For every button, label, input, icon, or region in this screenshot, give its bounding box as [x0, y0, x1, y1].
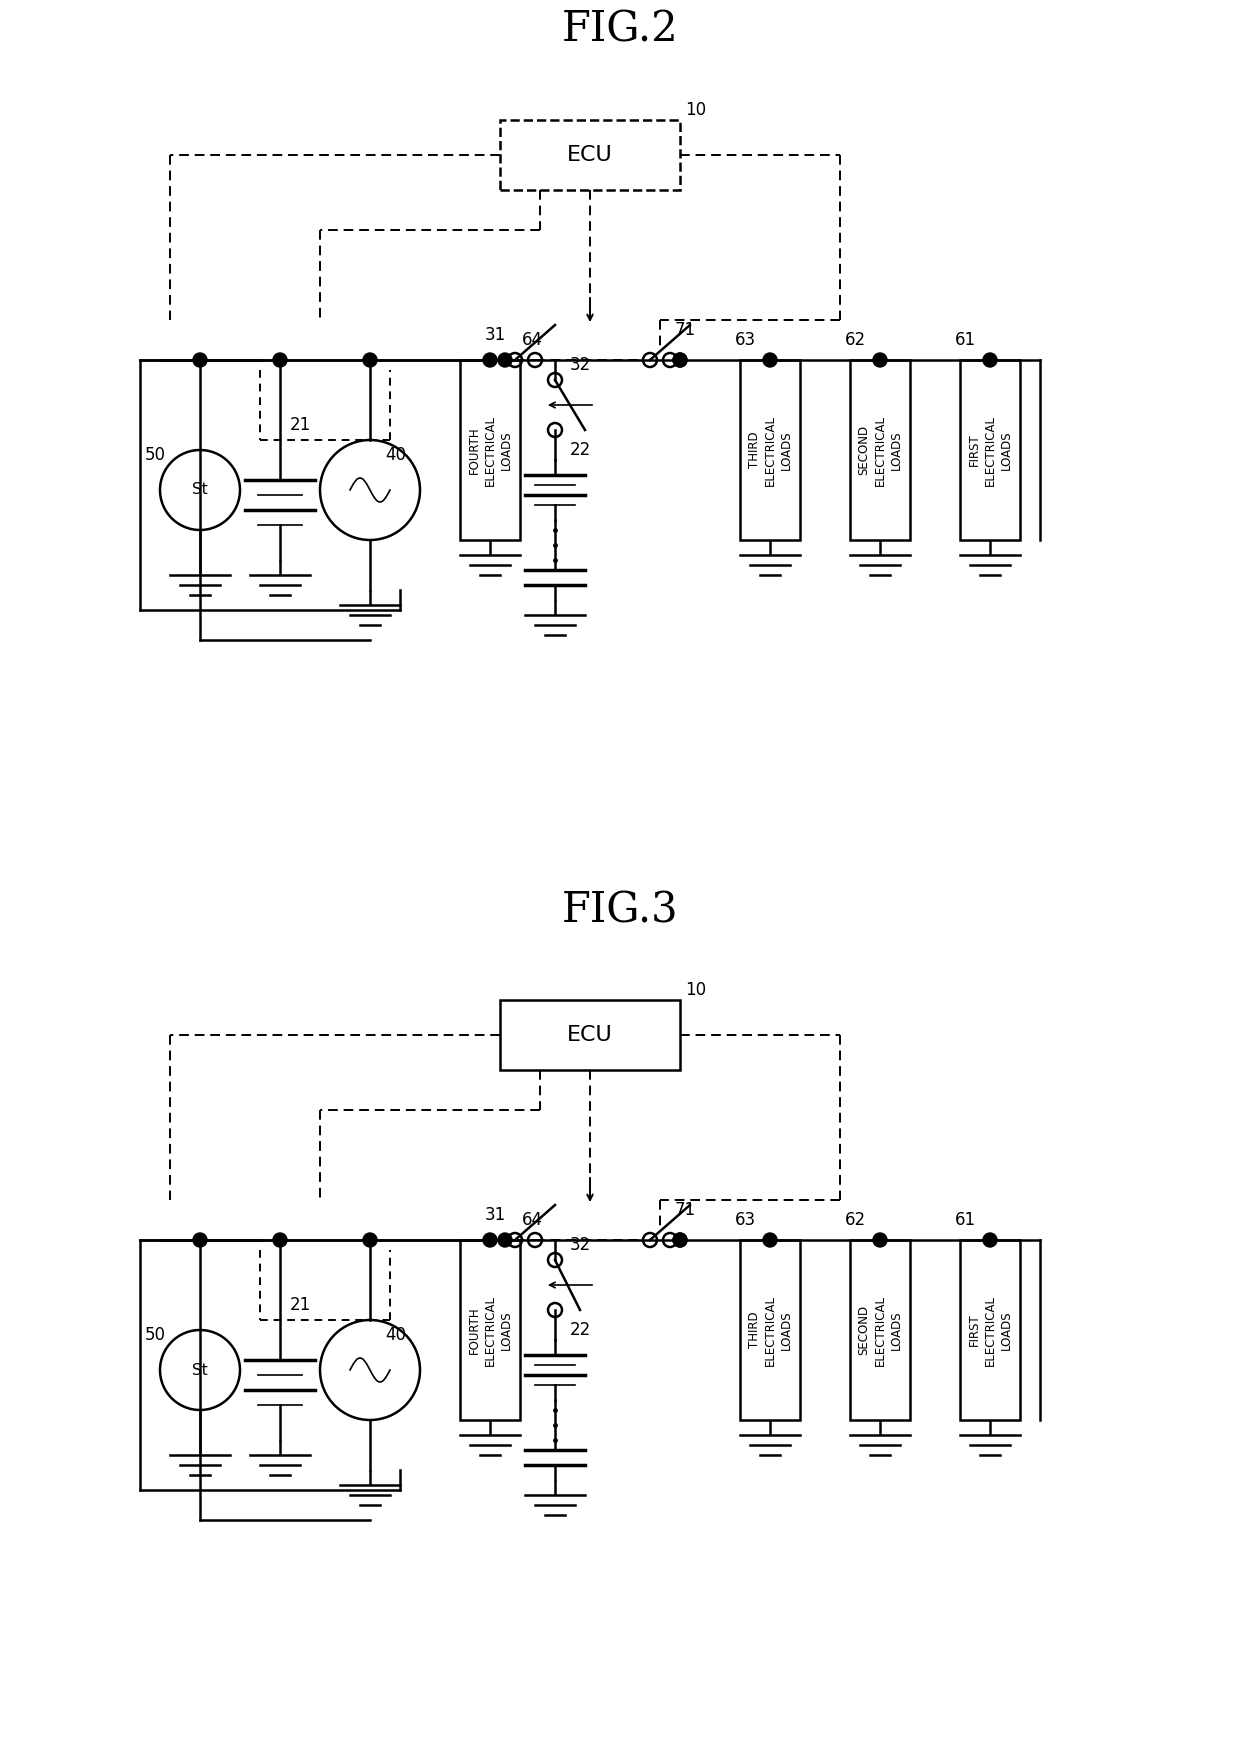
Text: 71: 71	[675, 1200, 696, 1220]
Text: 71: 71	[675, 320, 696, 340]
Bar	[849, 361, 910, 540]
Bar	[960, 1241, 1021, 1420]
Circle shape	[983, 354, 997, 368]
Text: ECU: ECU	[567, 144, 613, 165]
Text: 31: 31	[485, 326, 506, 343]
Bar	[500, 120, 680, 190]
Circle shape	[193, 354, 207, 368]
Circle shape	[983, 1234, 997, 1248]
Text: 64: 64	[522, 1211, 543, 1228]
Text: 63: 63	[735, 1211, 756, 1228]
Text: 62: 62	[844, 1211, 866, 1228]
Text: THIRD
ELECTRICAL
LOADS: THIRD ELECTRICAL LOADS	[748, 415, 792, 486]
Text: FOURTH
ELECTRICAL
LOADS: FOURTH ELECTRICAL LOADS	[467, 1295, 512, 1366]
Bar	[740, 361, 800, 540]
Circle shape	[273, 1234, 286, 1248]
Circle shape	[673, 1234, 687, 1248]
Bar	[500, 1000, 680, 1070]
Circle shape	[363, 1234, 377, 1248]
Bar	[740, 1241, 800, 1420]
Text: 50: 50	[145, 1325, 166, 1345]
Text: 21: 21	[290, 415, 311, 435]
Text: 61: 61	[955, 1211, 976, 1228]
Text: 10: 10	[684, 100, 706, 120]
Text: THIRD
ELECTRICAL
LOADS: THIRD ELECTRICAL LOADS	[748, 1295, 792, 1366]
Text: St: St	[192, 482, 208, 498]
Circle shape	[673, 354, 687, 368]
Text: FOURTH
ELECTRICAL
LOADS: FOURTH ELECTRICAL LOADS	[467, 415, 512, 486]
Text: 22: 22	[570, 442, 591, 459]
Circle shape	[673, 354, 687, 368]
Circle shape	[193, 1234, 207, 1248]
Circle shape	[498, 1234, 512, 1248]
Bar	[460, 1241, 520, 1420]
Text: 63: 63	[735, 331, 756, 348]
Bar	[960, 361, 1021, 540]
Text: SECOND
ELECTRICAL
LOADS: SECOND ELECTRICAL LOADS	[858, 1295, 903, 1366]
Text: 10: 10	[684, 980, 706, 1000]
Circle shape	[484, 354, 497, 368]
Text: 61: 61	[955, 331, 976, 348]
Circle shape	[363, 354, 377, 368]
Text: 31: 31	[485, 1206, 506, 1223]
Text: ECU: ECU	[567, 1024, 613, 1045]
Text: SECOND
ELECTRICAL
LOADS: SECOND ELECTRICAL LOADS	[858, 415, 903, 486]
Text: 32: 32	[570, 1236, 591, 1253]
Text: FIRST
ELECTRICAL
LOADS: FIRST ELECTRICAL LOADS	[967, 1295, 1013, 1366]
Text: FIRST
ELECTRICAL
LOADS: FIRST ELECTRICAL LOADS	[967, 415, 1013, 486]
Circle shape	[763, 354, 777, 368]
Circle shape	[484, 1234, 497, 1248]
Circle shape	[873, 1234, 887, 1248]
Text: 62: 62	[844, 331, 866, 348]
Text: FIG.3: FIG.3	[562, 889, 678, 931]
Circle shape	[763, 1234, 777, 1248]
Circle shape	[273, 354, 286, 368]
Text: St: St	[192, 1362, 208, 1378]
Bar	[460, 361, 520, 540]
Text: FIG.2: FIG.2	[562, 9, 678, 51]
Circle shape	[873, 354, 887, 368]
Text: 40: 40	[384, 445, 405, 465]
Text: 21: 21	[290, 1295, 311, 1315]
Text: 32: 32	[570, 356, 591, 373]
Circle shape	[673, 1234, 687, 1248]
Text: 64: 64	[522, 331, 543, 348]
Text: 40: 40	[384, 1325, 405, 1345]
Text: 22: 22	[570, 1322, 591, 1339]
Bar	[849, 1241, 910, 1420]
Circle shape	[498, 354, 512, 368]
Text: 50: 50	[145, 445, 166, 465]
